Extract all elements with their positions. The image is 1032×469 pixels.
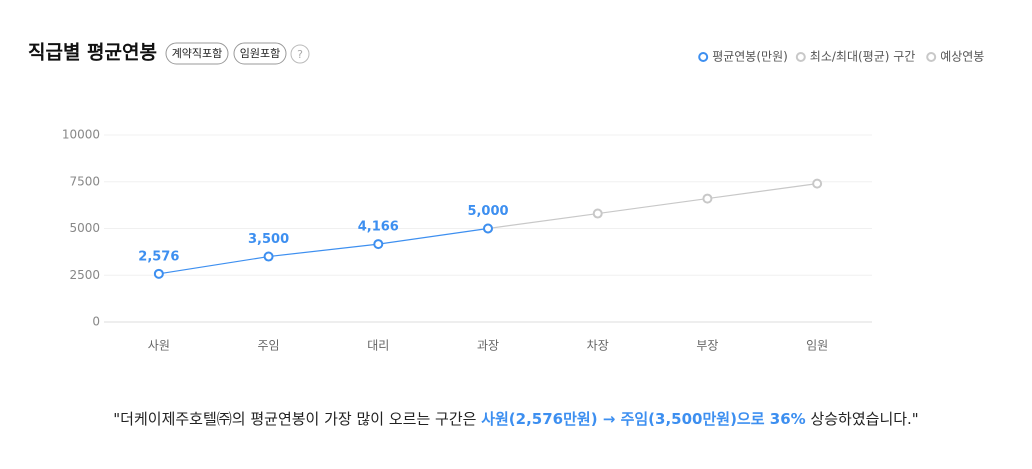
- point: [373, 239, 384, 250]
- x-tick-label: 임원: [806, 339, 828, 353]
- summary-highlight: 사원(2,576만원) → 주임(3,500만원)으로 36%: [481, 410, 806, 428]
- y-tick-label: 0: [92, 315, 100, 329]
- y-tick-label: 10000: [62, 128, 100, 142]
- x-tick-label: 과장: [477, 339, 499, 353]
- badge-frame: [233, 42, 287, 65]
- badge: 계약직포함: [172, 46, 223, 60]
- point: [592, 208, 603, 219]
- data-label: 3,500: [248, 232, 289, 247]
- help-icon[interactable]: [290, 44, 310, 64]
- chart-title: 직급별 평균연봉: [28, 42, 157, 64]
- y-tick-label: 2500: [69, 268, 100, 282]
- help-text[interactable]: ?: [297, 48, 303, 61]
- legend-marker: [698, 52, 709, 62]
- x-tick-label: 주임: [258, 339, 280, 353]
- legend-marker: [926, 52, 937, 62]
- point: [153, 268, 164, 279]
- y-tick-label: 5000: [69, 221, 100, 235]
- data-label: 5,000: [467, 204, 508, 219]
- y-tick-label: 7500: [69, 174, 100, 188]
- point: [812, 178, 823, 189]
- summary: "더케이제주호텔㈜의 평균연봉이 가장 많이 오르는 구간은 사원(2,576만…: [0, 408, 1032, 429]
- legend-marker: [795, 52, 806, 62]
- data-label: 2,576: [138, 249, 179, 264]
- point: [263, 251, 274, 262]
- point: [483, 223, 493, 234]
- badge-frame: [165, 42, 229, 65]
- data-label: 4,166: [358, 220, 399, 235]
- series-line: [487, 183, 818, 230]
- legend-label: 평균연봉(만원): [712, 50, 788, 64]
- x-tick-label: 대리: [367, 339, 389, 353]
- series-line: [158, 227, 489, 275]
- legend-label: 예상연봉: [940, 50, 984, 64]
- x-tick-label: 부장: [696, 339, 718, 353]
- summary-text: 상승하였습니다.": [805, 410, 919, 428]
- point: [702, 193, 713, 204]
- x-tick-label: 사원: [148, 339, 170, 353]
- legend-label: 최소/최대(평균) 구간: [810, 50, 916, 64]
- badge: 임원포함: [240, 47, 280, 60]
- summary-text: "더케이제주호텔㈜의 평균연봉이 가장 많이 오르는 구간은: [113, 410, 482, 428]
- x-tick-label: 차장: [587, 339, 609, 353]
